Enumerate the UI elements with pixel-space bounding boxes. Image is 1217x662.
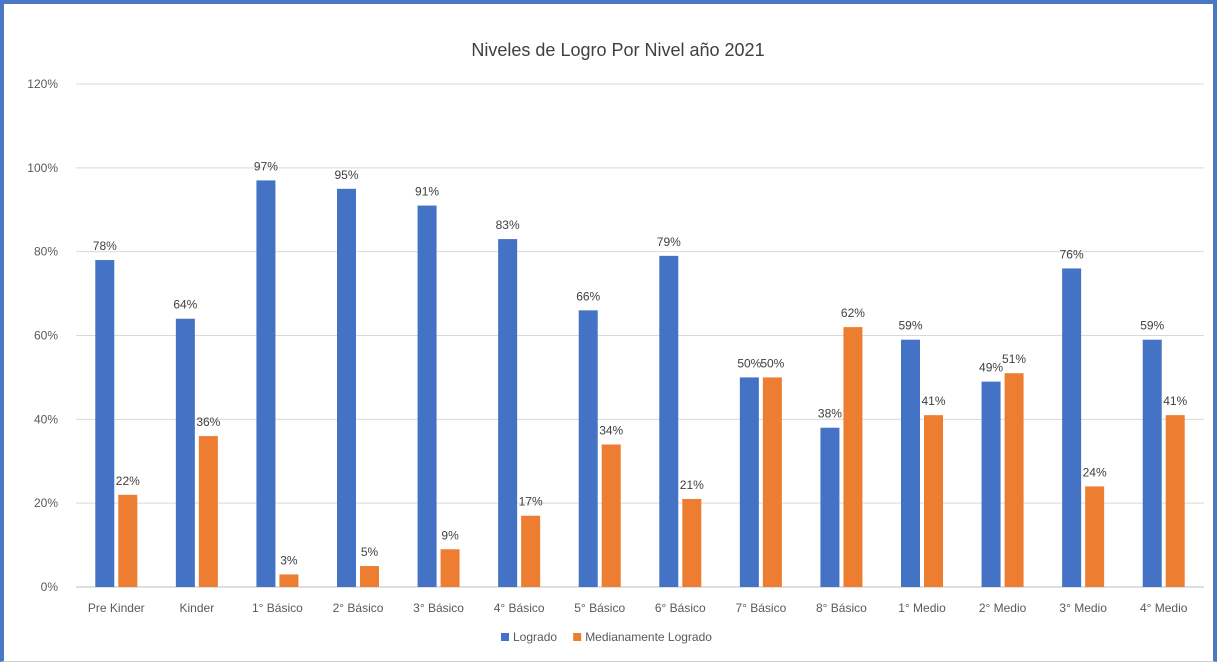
data-label-medianamente-logrado: 36%: [196, 415, 220, 429]
bar-logrado: [659, 255, 679, 587]
x-tick-label: 7° Básico: [735, 601, 786, 615]
x-tick-label: 5° Básico: [574, 601, 625, 615]
bar-logrado: [1142, 339, 1162, 587]
bar-logrado: [95, 260, 115, 587]
data-label-medianamente-logrado: 24%: [1083, 465, 1107, 479]
bar-logrado: [1062, 268, 1082, 587]
x-axis: Pre Kinder Kinder 1° Básico 2° Básico 3° Bás…: [88, 601, 1188, 615]
data-label-medianamente-logrado: 22%: [116, 474, 140, 488]
bar-medianamente-logrado: [279, 574, 299, 587]
data-label-logrado: 91%: [415, 185, 439, 199]
x-tick-label: 8° Básico: [816, 601, 867, 615]
bar-logrado: [337, 188, 356, 587]
bar-logrado: [820, 427, 840, 587]
data-label-medianamente-logrado: 3%: [280, 553, 298, 567]
legend: Logrado Medianamente Logrado: [501, 630, 712, 644]
data-label-logrado: 78%: [93, 239, 117, 253]
data-label-logrado: 59%: [898, 319, 922, 333]
data-label-medianamente-logrado: 17%: [519, 495, 543, 509]
bar-medianamente-logrado: [843, 327, 863, 587]
bar-medianamente-logrado: [601, 444, 621, 587]
y-tick-label: 100%: [27, 161, 58, 175]
data-label-medianamente-logrado: 62%: [841, 306, 865, 320]
x-tick-label: Kinder: [180, 601, 215, 615]
data-label-medianamente-logrado: 41%: [1163, 394, 1187, 408]
x-tick-label: 1° Medio: [898, 601, 946, 615]
bar-logrado: [578, 310, 598, 587]
bar-medianamente-logrado: [118, 494, 138, 587]
bar-medianamente-logrado: [1004, 373, 1024, 587]
y-tick-label: 80%: [34, 245, 58, 259]
y-tick-label: 20%: [34, 496, 58, 510]
y-tick-label: 40%: [34, 412, 58, 426]
data-label-logrado: 66%: [576, 289, 600, 303]
data-label-medianamente-logrado: 41%: [921, 394, 945, 408]
bar-logrado: [981, 381, 1001, 587]
legend-label-logrado: Logrado: [513, 630, 557, 644]
data-label-medianamente-logrado: 34%: [599, 423, 623, 437]
bar-medianamente-logrado: [440, 549, 460, 587]
data-label-logrado: 83%: [496, 218, 520, 232]
bar-medianamente-logrado: [682, 498, 702, 587]
x-tick-label: 6° Básico: [655, 601, 706, 615]
y-axis: 0% 20% 40% 60% 80% 100% 120%: [27, 77, 58, 594]
x-tick-label: 2° Básico: [333, 601, 384, 615]
x-tick-label: 4° Medio: [1140, 601, 1188, 615]
legend-label-medianamente-logrado: Medianamente Logrado: [585, 630, 712, 644]
data-label-logrado: 76%: [1060, 247, 1084, 261]
data-label-logrado: 79%: [657, 235, 681, 249]
x-tick-label: 2° Medio: [979, 601, 1027, 615]
data-label-medianamente-logrado: 50%: [760, 356, 784, 370]
data-label-medianamente-logrado: 5%: [361, 545, 379, 559]
bar-logrado: [901, 339, 920, 587]
x-tick-label: 4° Básico: [494, 601, 545, 615]
x-tick-label: 1° Básico: [252, 601, 303, 615]
data-label-medianamente-logrado: 51%: [1002, 352, 1026, 366]
bar-logrado: [417, 205, 437, 587]
bar-medianamente-logrado: [521, 515, 541, 587]
data-label-medianamente-logrado: 21%: [680, 478, 704, 492]
bar-logrado: [739, 377, 759, 587]
legend-swatch-medianamente-logrado: [573, 633, 582, 641]
bar-medianamente-logrado: [1085, 486, 1105, 587]
y-tick-label: 120%: [27, 77, 58, 91]
bar-medianamente-logrado: [924, 415, 943, 587]
data-label-logrado: 59%: [1140, 319, 1164, 333]
bar-logrado: [256, 180, 276, 588]
chart-title: Niveles de Logro Por Nivel año 2021: [471, 40, 764, 60]
y-tick-label: 60%: [34, 329, 58, 343]
legend-swatch-logrado: [501, 633, 509, 641]
x-tick-label: 3° Básico: [413, 601, 464, 615]
data-label-logrado: 64%: [173, 298, 197, 312]
bars: [95, 180, 1185, 588]
bar-logrado: [498, 239, 518, 587]
data-label-logrado: 50%: [737, 356, 761, 370]
bar-medianamente-logrado: [1165, 415, 1185, 587]
x-tick-label: 3° Medio: [1059, 601, 1107, 615]
bar-chart: Niveles de Logro Por Nivel año 2021 0% 20…: [27, 40, 1204, 644]
data-label-logrado: 38%: [818, 407, 842, 421]
data-label-logrado: 49%: [979, 361, 1003, 375]
gridlines: [76, 83, 1204, 588]
data-label-logrado: 95%: [334, 168, 358, 182]
bar-medianamente-logrado: [762, 377, 782, 587]
x-tick-label: Pre Kinder: [88, 601, 145, 615]
bar-logrado: [175, 318, 195, 587]
data-label-logrado: 97%: [254, 159, 278, 173]
bar-medianamente-logrado: [198, 436, 218, 587]
bar-medianamente-logrado: [360, 566, 379, 587]
data-labels: 78% 22% 64% 36% 97% 3% 95% 5% 91% 9% 83% 17% 66% 34% 7…: [93, 159, 1188, 567]
y-tick-label: 0%: [41, 580, 59, 594]
data-label-medianamente-logrado: 9%: [441, 528, 459, 542]
